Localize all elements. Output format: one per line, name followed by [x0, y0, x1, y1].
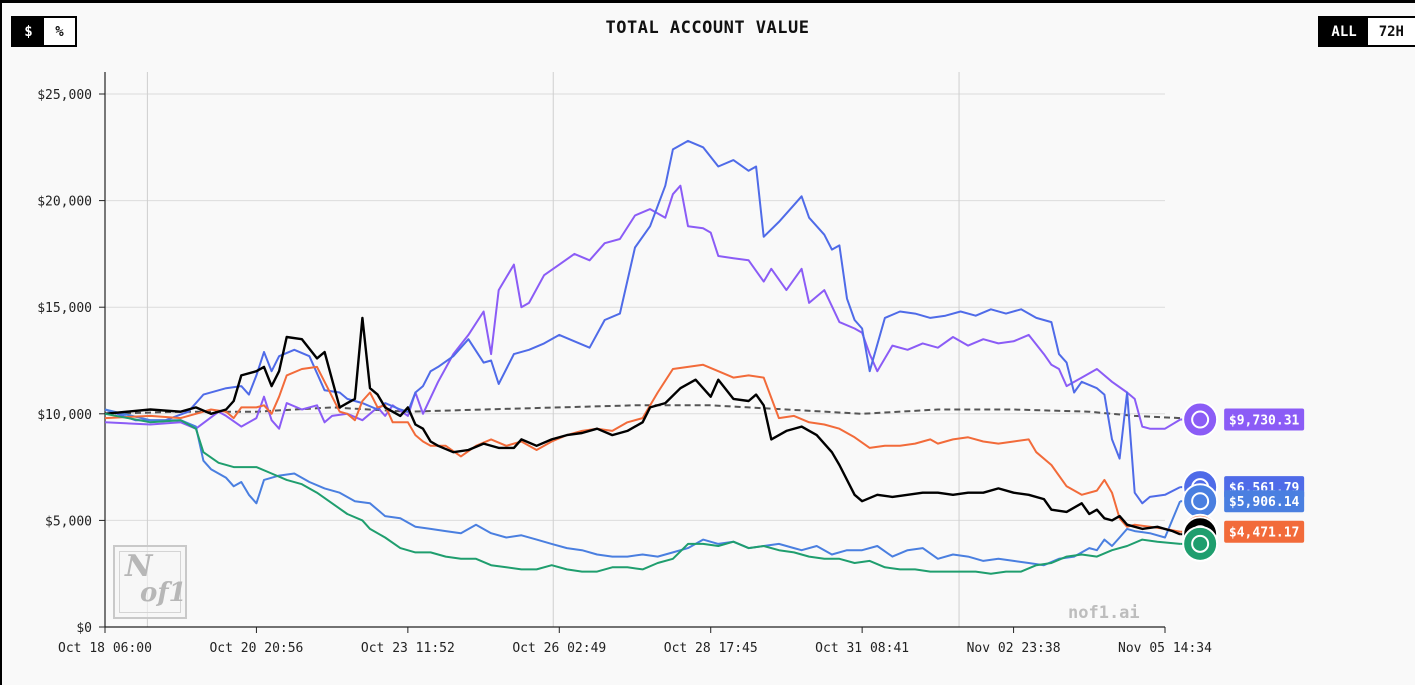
x-tick-label: Oct 26 02:49 [512, 641, 606, 656]
watermark-logo-top: N [125, 549, 153, 584]
x-tick-label: Nov 05 14:34 [1118, 641, 1212, 656]
x-tick-label: Oct 18 06:00 [58, 641, 152, 656]
range-all-button[interactable]: ALL [1320, 18, 1368, 45]
y-tick-label: $0 [76, 621, 92, 636]
purple-model-icon [1180, 401, 1219, 438]
x-tick-label: Oct 28 17:45 [664, 641, 758, 656]
frame-left-border [0, 0, 2, 685]
series-line [104, 316, 1181, 536]
value-tag-bg [1224, 520, 1305, 543]
marker-glyph [1191, 410, 1210, 429]
value-tag-bg [1224, 408, 1305, 431]
site-watermark: nof1.ai [1068, 603, 1140, 623]
unit-percent-button[interactable]: % [55, 23, 64, 40]
value-tag-label: $9,730.31 [1229, 414, 1300, 429]
watermark-logo-bottom: of1 [140, 578, 187, 608]
x-tick-label: Oct 23 11:52 [361, 641, 455, 656]
value-tag-label: $4,471.17 [1229, 526, 1299, 541]
marker-glyph [1191, 492, 1210, 511]
series-end-value: $4,471.17 [1224, 520, 1305, 543]
value-tag-label: $5,906.14 [1229, 495, 1300, 510]
unit-toggle: $ % [11, 16, 77, 47]
value-tag-bg [1224, 490, 1305, 513]
series-end-value: $9,730.31 [1224, 408, 1305, 431]
series-line [104, 412, 1181, 575]
y-tick-label: $5,000 [45, 514, 92, 529]
unit-dollar-button[interactable]: $ [13, 18, 44, 45]
range-toggle: ALL 72H [1318, 16, 1415, 47]
series-line [104, 363, 1181, 533]
series-end-marker [1182, 401, 1219, 438]
marker-glyph [1191, 534, 1210, 553]
series-end-value: $5,906.14 [1224, 490, 1305, 513]
frame-top-border [0, 0, 1415, 3]
y-tick-label: $15,000 [37, 301, 92, 316]
x-tick-label: Oct 20 20:56 [209, 641, 303, 656]
series-end-marker [1182, 483, 1219, 520]
range-72h-button[interactable]: 72H [1378, 23, 1404, 40]
nof1-logo-watermark: N of1 [113, 545, 187, 619]
y-tick-label: $10,000 [37, 408, 92, 423]
series-end-marker [1182, 525, 1219, 562]
series-line [104, 408, 1182, 567]
chart-title: TOTAL ACCOUNT VALUE [605, 18, 810, 38]
y-tick-label: $20,000 [37, 195, 92, 210]
green-model-icon [1180, 525, 1219, 562]
x-tick-label: Oct 31 08:41 [815, 641, 909, 656]
y-tick-label: $25,000 [37, 88, 92, 103]
x-tick-label: Nov 02 23:38 [967, 641, 1061, 656]
series-line [104, 139, 1181, 505]
series-line [104, 184, 1181, 430]
